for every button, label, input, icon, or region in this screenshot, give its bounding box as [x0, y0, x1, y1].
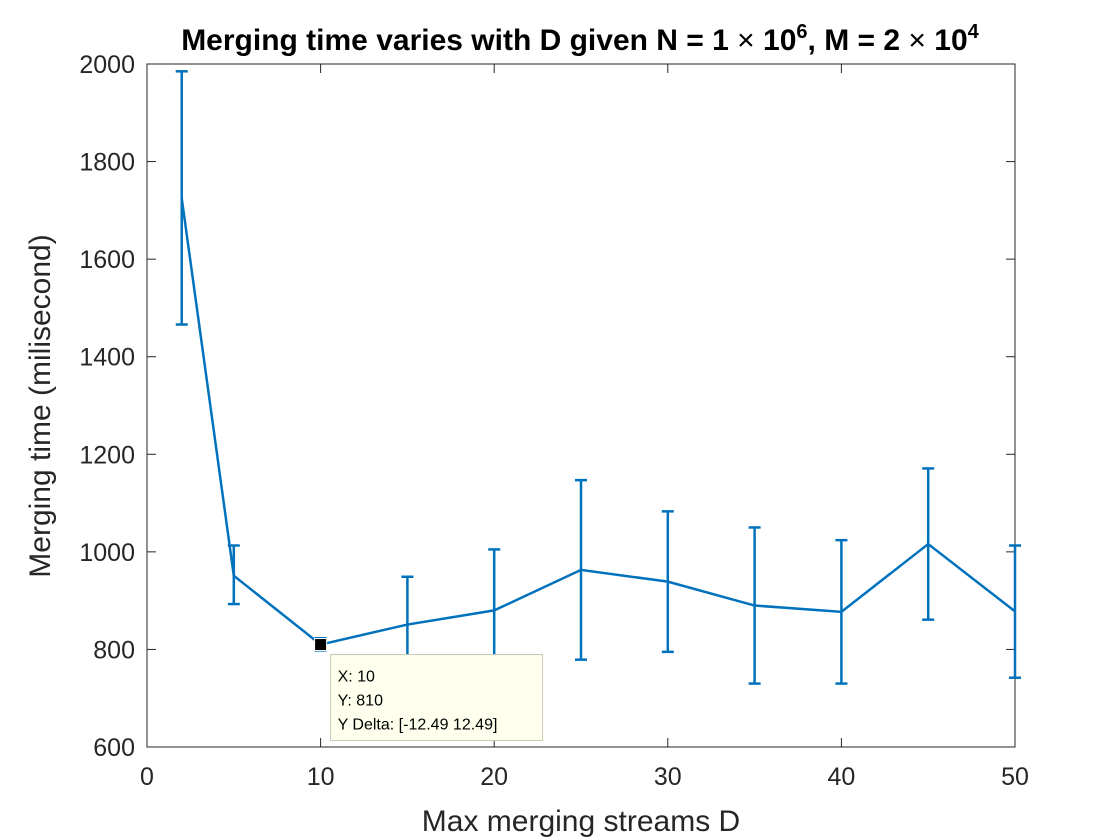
x-tick-label-5: 50 — [1001, 763, 1029, 791]
x-tick-label-3: 30 — [654, 763, 682, 791]
error-bar-7 — [748, 526, 761, 685]
x-tick-label-1: 10 — [307, 763, 335, 791]
chart-title: Merging time varies with D given N = 1 ×… — [181, 21, 979, 57]
y-tick-label-4: 1400 — [79, 344, 135, 372]
y-tick-label-5: 1600 — [79, 246, 135, 274]
x-tick-label-2: 20 — [480, 763, 508, 791]
x-axis-label: Max merging streams D — [422, 805, 740, 838]
x-axis: 0 10 20 30 40 50 — [140, 64, 1029, 791]
y-tick-label-1: 800 — [93, 636, 135, 664]
x-tick-label-0: 0 — [140, 763, 154, 791]
plot-area-box — [146, 63, 1016, 748]
error-bar-5 — [575, 478, 587, 661]
y-axis-label: Merging time (milisecond) — [24, 234, 57, 577]
y-axis: 600 800 1000 1200 1400 1600 1800 2000 — [79, 51, 1015, 762]
y-tick-label-2: 1000 — [79, 539, 135, 567]
y-tick-label-3: 1200 — [79, 441, 135, 469]
y-tick-label-0: 600 — [93, 734, 135, 762]
series-line-0 — [180, 197, 1016, 646]
error-bar-10 — [1009, 544, 1021, 679]
datatip-line-2: Y Delta: [-12.49 12.49] — [338, 717, 498, 734]
error-bar-9 — [922, 467, 935, 621]
x-tick-label-4: 40 — [827, 763, 855, 791]
series-layer — [175, 70, 1021, 685]
datatip-marker[interactable] — [314, 638, 328, 652]
datatip-box — [330, 654, 544, 742]
error-bar-0 — [175, 70, 188, 326]
error-bar-6 — [661, 510, 674, 654]
datatip-line-1: Y: 810 — [338, 693, 383, 710]
datatip[interactable]: X: 10 Y: 810 Y Delta: [-12.49 12.49] — [314, 638, 544, 742]
datatip-line-0: X: 10 — [338, 669, 375, 686]
error-bar-1 — [227, 544, 240, 606]
error-bar-8 — [835, 538, 848, 685]
y-tick-label-7: 2000 — [79, 51, 135, 79]
y-tick-label-6: 1800 — [79, 149, 135, 177]
